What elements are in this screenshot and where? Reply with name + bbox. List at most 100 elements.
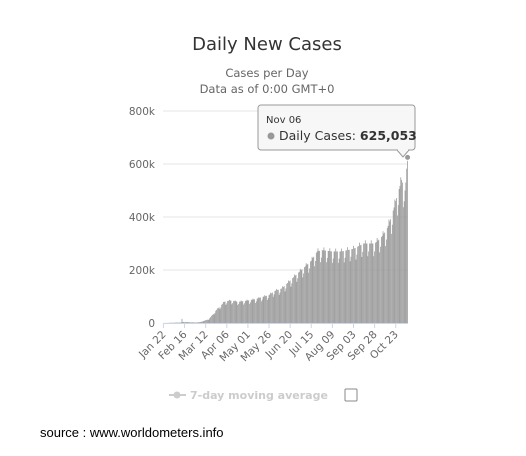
bar — [374, 251, 375, 323]
bar — [188, 322, 190, 323]
bar — [316, 251, 318, 323]
bar — [326, 258, 328, 323]
bar — [239, 301, 240, 323]
bar — [294, 275, 296, 323]
legend[interactable]: 7-day moving average — [169, 388, 358, 402]
bar — [327, 250, 329, 323]
bar — [364, 243, 365, 323]
bar — [271, 293, 272, 323]
bar — [239, 301, 241, 323]
bar — [343, 262, 345, 323]
bar — [314, 266, 315, 323]
bar — [369, 243, 371, 323]
bar — [224, 301, 226, 323]
bar — [222, 303, 223, 323]
bar — [332, 258, 334, 323]
bar — [362, 251, 364, 323]
bar — [295, 274, 297, 323]
bar — [310, 260, 312, 323]
bar — [340, 251, 342, 323]
bar — [207, 319, 209, 323]
bar — [201, 321, 202, 323]
chart-subtitle: Cases per Day — [225, 66, 308, 80]
bar — [392, 210, 394, 323]
bar — [288, 280, 289, 323]
bar — [206, 320, 207, 323]
bar — [266, 300, 268, 323]
bar — [273, 294, 275, 323]
legend-label: 7-day moving average — [190, 389, 328, 402]
bar — [388, 219, 390, 323]
bar — [229, 300, 231, 323]
bar — [402, 207, 404, 323]
bar — [337, 262, 339, 323]
bar — [192, 322, 194, 323]
bar — [326, 262, 327, 323]
bar — [320, 257, 322, 323]
bar — [335, 248, 337, 323]
bar — [302, 277, 304, 323]
legend-checkbox[interactable] — [344, 388, 358, 402]
bar — [206, 319, 208, 323]
bar — [386, 228, 388, 323]
bar — [390, 219, 392, 323]
bar — [221, 304, 223, 323]
bar — [246, 299, 248, 323]
bar — [247, 300, 249, 323]
bar — [363, 243, 364, 323]
bar — [266, 295, 267, 323]
bar — [300, 270, 302, 323]
bar — [264, 295, 266, 323]
bar — [344, 257, 346, 323]
bar — [380, 237, 382, 323]
bar — [306, 264, 308, 323]
bar — [185, 322, 187, 323]
bar — [315, 252, 317, 323]
bar — [231, 304, 233, 323]
bar — [193, 322, 195, 323]
bar — [292, 278, 294, 323]
bar — [321, 250, 323, 324]
bar — [272, 296, 274, 323]
bar — [313, 256, 315, 323]
bar — [205, 320, 206, 323]
bar — [382, 231, 384, 323]
tooltip-pointer-mask — [398, 148, 408, 151]
bar — [228, 300, 229, 323]
bar — [301, 269, 303, 323]
bar — [191, 322, 193, 323]
y-tick-label: 400k — [129, 212, 156, 224]
bar — [387, 225, 389, 323]
bar — [195, 322, 196, 323]
bar — [217, 308, 218, 323]
y-axis: 0 200k 400k 600k 800k — [129, 106, 156, 330]
bar — [354, 247, 356, 323]
bar — [391, 233, 392, 323]
bar — [223, 301, 225, 323]
bar — [209, 318, 211, 323]
bar — [407, 157, 408, 323]
bar — [267, 298, 269, 323]
bar — [310, 261, 311, 323]
bar — [297, 278, 299, 323]
bar — [258, 297, 260, 323]
bar — [318, 251, 320, 323]
bar — [253, 299, 255, 323]
bar — [379, 252, 381, 323]
bar — [331, 262, 333, 323]
bar — [216, 309, 217, 323]
bar — [375, 241, 377, 323]
bar — [368, 251, 370, 323]
bar — [217, 308, 219, 323]
bar — [383, 233, 385, 323]
bar — [234, 300, 236, 323]
bar — [378, 239, 380, 323]
bar — [232, 303, 234, 323]
bar — [389, 221, 391, 323]
bar — [285, 288, 287, 323]
bar — [348, 249, 350, 323]
bar — [375, 242, 376, 323]
bar — [303, 273, 304, 323]
bar — [204, 320, 206, 323]
